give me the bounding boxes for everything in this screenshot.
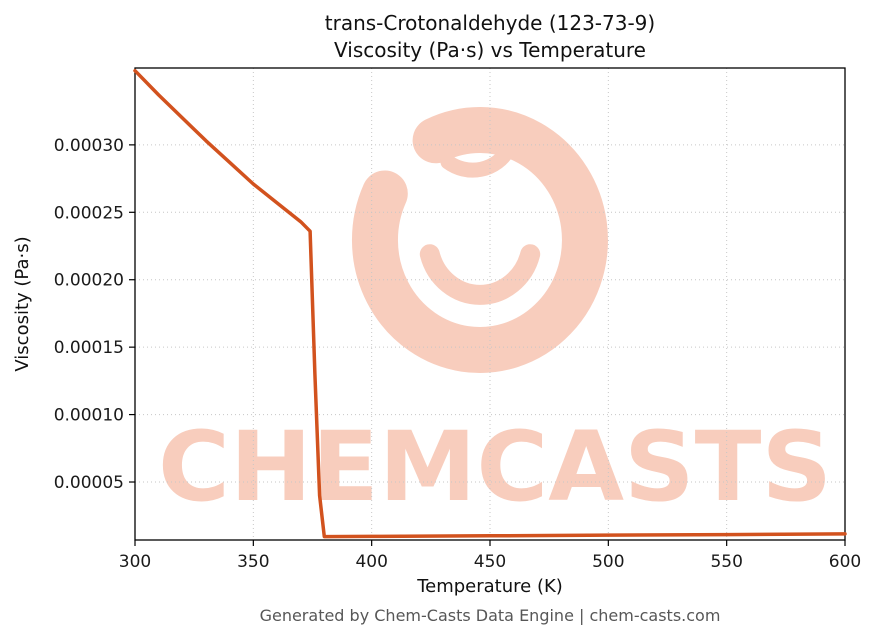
watermark-logo xyxy=(352,107,608,373)
y-tick-group: 0.00005 0.00010 0.00015 0.00020 0.00025 0.000… xyxy=(54,136,135,493)
chart-title-line2: Viscosity (Pa·s) vs Temperature xyxy=(334,38,646,62)
svg-text:300: 300 xyxy=(119,552,151,572)
svg-text:350: 350 xyxy=(237,552,269,572)
svg-text:0.00015: 0.00015 xyxy=(54,338,124,358)
footer-credit: Generated by Chem-Casts Data Engine | ch… xyxy=(259,606,721,625)
chart-title: trans-Crotonaldehyde (123-73-9) Viscosit… xyxy=(135,10,845,64)
svg-text:0.00025: 0.00025 xyxy=(54,203,124,223)
svg-text:0.00010: 0.00010 xyxy=(54,406,124,426)
viscosity-line xyxy=(133,68,847,539)
svg-text:550: 550 xyxy=(710,552,742,572)
y-axis-label: Viscosity (Pa·s) xyxy=(12,236,33,371)
svg-text:450: 450 xyxy=(474,552,506,572)
svg-text:0.00030: 0.00030 xyxy=(54,136,124,156)
svg-text:0.00020: 0.00020 xyxy=(54,271,124,291)
svg-text:0.00005: 0.00005 xyxy=(54,473,124,493)
svg-text:400: 400 xyxy=(355,552,387,572)
x-axis-label: Temperature (K) xyxy=(416,576,563,597)
x-tick-group: 300 350 400 450 500 550 600 xyxy=(119,540,861,572)
chart-title-line1: trans-Crotonaldehyde (123-73-9) xyxy=(324,11,656,35)
svg-text:600: 600 xyxy=(829,552,861,572)
watermark-text: CHEMCASTS xyxy=(158,411,832,523)
data-line-group xyxy=(133,68,847,539)
svg-text:500: 500 xyxy=(592,552,624,572)
